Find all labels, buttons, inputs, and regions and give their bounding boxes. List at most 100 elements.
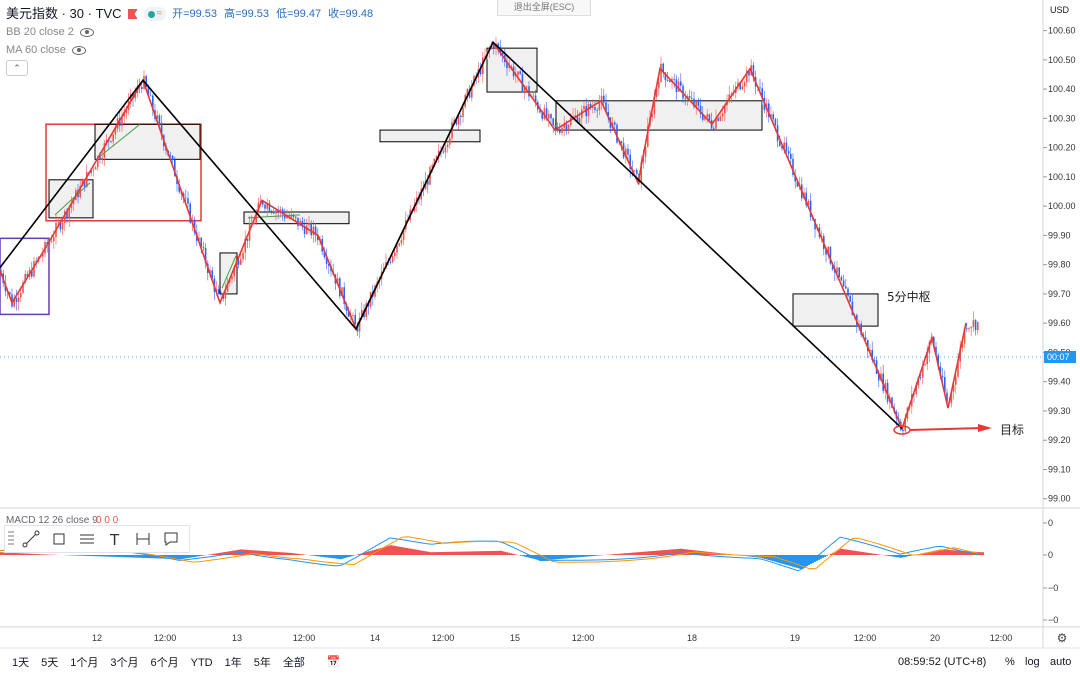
macd-histogram-bar [648, 551, 650, 555]
macd-histogram-bar [462, 552, 464, 555]
candle-body [550, 114, 552, 118]
macd-histogram-bar [458, 552, 460, 555]
macd-histogram-bar [614, 554, 616, 555]
macd-histogram-bar [270, 552, 272, 556]
timeframe-2[interactable]: 1个月 [70, 657, 98, 669]
macd-histogram-bar [868, 553, 870, 555]
timeframe-7[interactable]: 5年 [254, 657, 271, 669]
macd-histogram-bar [300, 554, 302, 555]
timeframe-3[interactable]: 3个月 [110, 657, 138, 669]
candle-body [691, 98, 693, 99]
percent-toggle[interactable]: % [1005, 656, 1015, 668]
macd-histogram-bar [466, 551, 468, 555]
macd-histogram-bar [622, 553, 624, 555]
macd-histogram-bar [550, 555, 552, 560]
calendar-icon[interactable]: 📅 [327, 655, 341, 668]
macd-histogram-bar [406, 548, 408, 555]
price-tick-label: 99.70 [1048, 289, 1071, 299]
log-toggle[interactable]: log [1025, 656, 1040, 668]
candle-body [442, 152, 444, 153]
collapse-legend-button[interactable]: ⌃ [6, 60, 28, 76]
market-status-pill[interactable]: ≈ [144, 7, 167, 21]
candle-body [680, 81, 682, 85]
macd-histogram-bar [348, 555, 350, 557]
macd-histogram-bar [200, 555, 202, 556]
zhongshu-box [793, 294, 878, 326]
macd-histogram-bar [28, 554, 30, 555]
macd-histogram-bar [404, 548, 406, 555]
candle-body [240, 259, 242, 264]
timeframe-1[interactable]: 5天 [41, 657, 58, 669]
candle-body [95, 167, 97, 169]
text-tool-icon[interactable]: T [101, 527, 129, 551]
fib-tool-icon[interactable] [73, 527, 101, 551]
candle-body [636, 170, 638, 174]
timeframe-4[interactable]: 6个月 [151, 657, 179, 669]
macd-histogram-bar [892, 555, 894, 557]
macd-histogram-bar [284, 552, 286, 555]
flag-icon[interactable] [128, 9, 138, 19]
candle-body [790, 154, 792, 159]
eye-icon[interactable] [72, 46, 86, 55]
callout-tool-icon[interactable] [157, 527, 185, 551]
macd-histogram-bar [652, 551, 654, 555]
macd-histogram-bar [274, 552, 276, 555]
indicator-bb[interactable]: BB 20 close 2 [6, 23, 74, 41]
indicator-ma[interactable]: MA 60 close [6, 41, 66, 59]
macd-histogram-bar [282, 552, 284, 555]
drag-handle[interactable] [8, 531, 14, 547]
macd-histogram-bar [634, 552, 636, 555]
high-value: 高=99.53 [224, 8, 269, 20]
macd-histogram-bar [906, 555, 908, 557]
candle-body [924, 364, 926, 365]
candle-body [449, 138, 451, 144]
auto-toggle[interactable]: auto [1050, 656, 1071, 668]
candle-body [603, 96, 605, 103]
candle-body [902, 430, 904, 431]
eye-icon[interactable] [80, 28, 94, 37]
macd-histogram-bar [88, 555, 90, 556]
timeframe-5[interactable]: YTD [191, 657, 213, 669]
symbol-title[interactable]: 美元指数 · 30 · TVC [6, 5, 122, 23]
timeframe-6[interactable]: 1年 [225, 657, 242, 669]
macd-histogram-bar [894, 555, 896, 557]
candle-body [684, 98, 686, 99]
macd-histogram-bar [496, 551, 498, 555]
time-tick-label: 12:00 [854, 633, 877, 643]
measure-tool-icon[interactable] [129, 527, 157, 551]
macd-histogram-bar [456, 552, 458, 555]
macd-histogram-bar [280, 552, 282, 555]
macd-histogram-bar [484, 551, 486, 555]
timeframe-8[interactable]: 全部 [283, 657, 305, 669]
macd-histogram-bar [872, 554, 874, 555]
macd-histogram-bar [442, 552, 444, 555]
macd-histogram-bar [294, 553, 296, 555]
settings-gear-icon[interactable]: ⚙ [1057, 631, 1068, 645]
macd-histogram-bar [84, 555, 86, 556]
candle-body [742, 86, 744, 89]
clock-display[interactable]: 08:59:52 (UTC+8) [898, 656, 986, 668]
macd-histogram-bar [846, 550, 848, 555]
trendline-tool-icon[interactable] [17, 527, 45, 551]
macd-histogram-bar [296, 554, 298, 555]
macd-histogram-bar [324, 555, 326, 557]
exit-fullscreen-button[interactable]: 退出全屏(ESC) [497, 0, 591, 16]
candle-body [398, 243, 400, 245]
candle-body [295, 217, 297, 218]
macd-histogram-bar [764, 555, 766, 559]
currency-label[interactable]: USD [1050, 5, 1069, 15]
macd-histogram-bar [800, 555, 802, 569]
macd-histogram-bar [468, 551, 470, 555]
macd-histogram-bar [586, 555, 588, 557]
macd-histogram-bar [566, 555, 568, 558]
candle-body [62, 223, 64, 230]
time-tick-label: 15 [510, 633, 520, 643]
timeframe-0[interactable]: 1天 [12, 657, 29, 669]
macd-histogram-bar [272, 552, 274, 555]
macd-histogram-bar [618, 554, 620, 555]
price-tick-label: 99.00 [1048, 494, 1071, 504]
rectangle-tool-icon[interactable] [45, 527, 73, 551]
macd-histogram-bar [850, 550, 852, 555]
